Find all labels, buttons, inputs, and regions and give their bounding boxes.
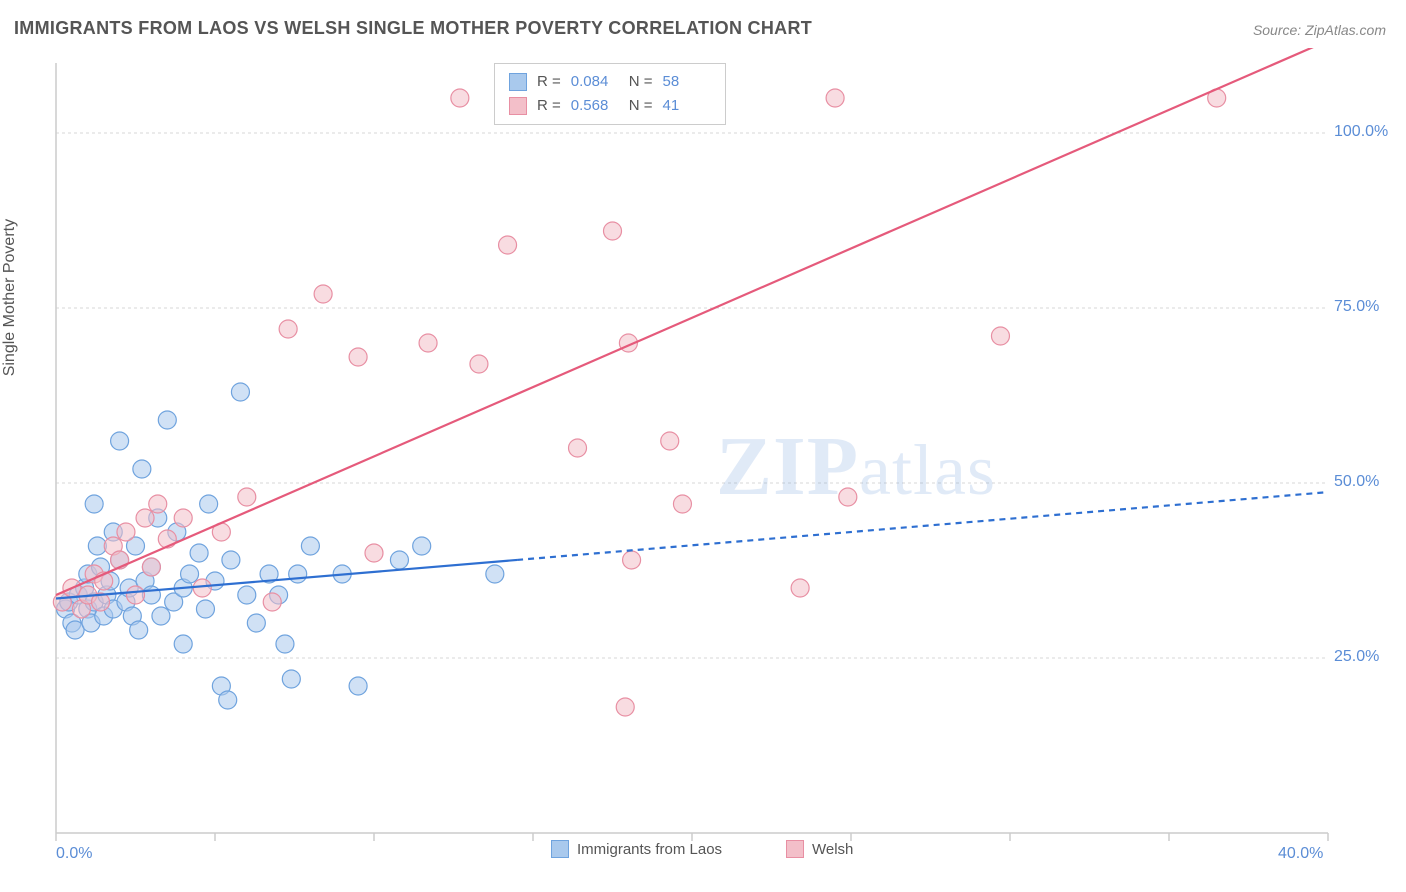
y-tick-label: 100.0%: [1334, 123, 1388, 141]
legend-swatch: [786, 840, 804, 858]
legend-label: Immigrants from Laos: [577, 841, 722, 858]
r-label: R =: [537, 94, 561, 118]
y-axis-label: Single Mother Poverty: [1, 219, 19, 376]
chart-container: ZIPatlas R =0.084N =58R =0.568N =41 25.0…: [46, 48, 1386, 858]
y-tick-label: 25.0%: [1334, 648, 1379, 666]
r-label: R =: [537, 70, 561, 94]
legend-item-welsh: Welsh: [786, 840, 853, 858]
legend-swatch: [509, 73, 527, 91]
y-tick-label: 75.0%: [1334, 298, 1379, 316]
chart-title: IMMIGRANTS FROM LAOS VS WELSH SINGLE MOT…: [14, 18, 812, 39]
n-label: N =: [629, 70, 653, 94]
x-tick-label: 40.0%: [1278, 845, 1323, 863]
r-value: 0.568: [571, 94, 619, 118]
scatter-chart: [46, 48, 1386, 858]
legend-swatch: [509, 97, 527, 115]
legend-item-laos: Immigrants from Laos: [551, 840, 722, 858]
n-value: 58: [663, 70, 711, 94]
source-label: Source: ZipAtlas.com: [1253, 22, 1386, 38]
x-tick-label: 0.0%: [56, 845, 92, 863]
stats-legend-row: R = 0.084 N = 58: [509, 70, 711, 94]
legend-swatch: [551, 840, 569, 858]
stats-legend: R = 0.084 N = 58 R = 0.568 N = 41: [494, 63, 726, 125]
stats-legend-row: R = 0.568 N = 41: [509, 94, 711, 118]
y-tick-label: 50.0%: [1334, 473, 1379, 491]
n-value: 41: [663, 94, 711, 118]
r-value: 0.084: [571, 70, 619, 94]
legend-label: Welsh: [812, 841, 853, 858]
n-label: N =: [629, 94, 653, 118]
